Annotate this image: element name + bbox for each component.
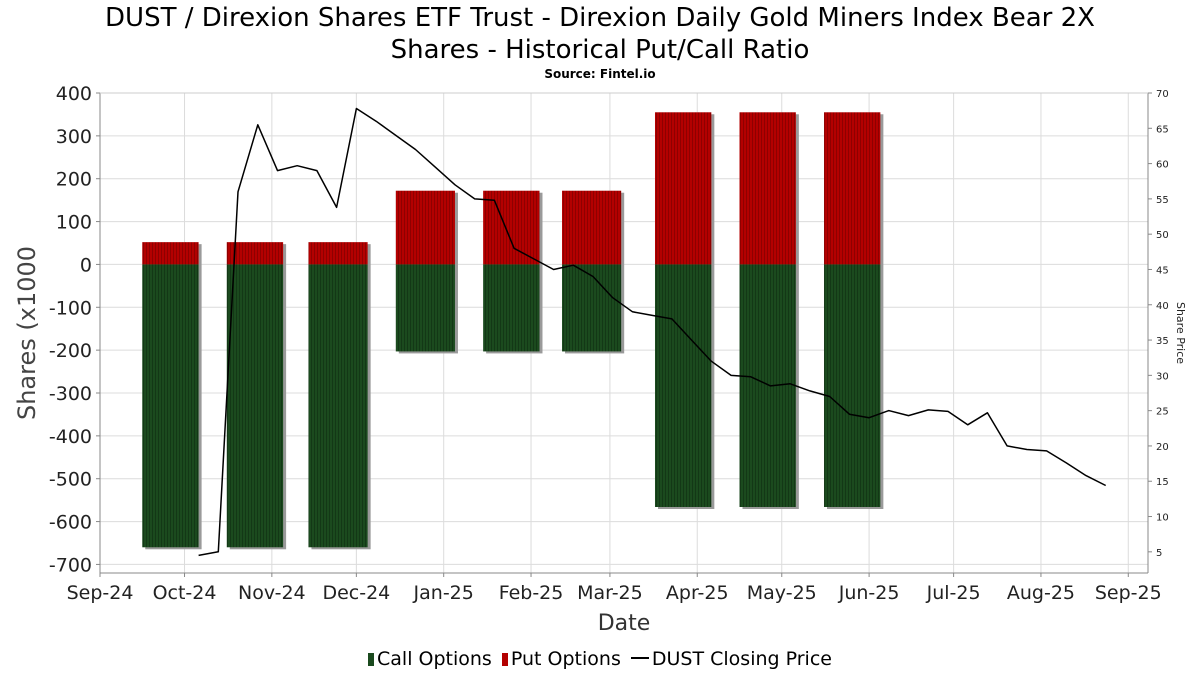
y2-tick-label: 45: [1156, 265, 1169, 276]
y2-tick-label: 50: [1156, 230, 1169, 241]
chart-title: DUST / Direxion Shares ETF Trust - Direx…: [0, 2, 1200, 66]
bar-call: [824, 264, 881, 507]
chart-title-line-1: DUST / Direxion Shares ETF Trust - Direx…: [105, 3, 1095, 33]
bar-call: [739, 264, 796, 507]
y-tick-label: -100: [49, 297, 92, 319]
bar-put: [739, 112, 796, 265]
y2-tick-label: 15: [1156, 477, 1169, 488]
bar-call: [483, 264, 540, 352]
x-tick-label: Mar-25: [577, 582, 643, 604]
y2-tick-label: 10: [1156, 513, 1169, 524]
bar-call: [308, 264, 368, 548]
y-tick-label: 200: [56, 169, 92, 191]
y2-tick-label: 25: [1156, 407, 1169, 418]
line-layer: [198, 107, 1107, 557]
bar-put: [483, 190, 540, 265]
legend-item-price: DUST Closing Price: [630, 647, 832, 670]
x-tick-label: Jul-25: [926, 582, 981, 604]
chart-title-line-2: Shares - Historical Put/Call Ratio: [390, 35, 810, 65]
legend: Call Options Put Options DUST Closing Pr…: [0, 647, 1200, 670]
y-tick-label: -600: [49, 512, 92, 534]
bar-layer: [142, 112, 884, 550]
y2-tick-label: 60: [1156, 160, 1169, 171]
bar-put: [562, 190, 622, 265]
y2-axis-title: Share Price: [1174, 302, 1187, 364]
legend-swatch-price: [630, 656, 649, 659]
legend-swatch-call: [368, 652, 374, 666]
x-tick-label: Jan-25: [413, 582, 474, 604]
y-tick-label: 100: [56, 212, 92, 234]
y-tick-label: 0: [80, 254, 92, 276]
bar-call: [395, 264, 455, 352]
axis-layer: 400 300 200 100 0 -100 -200 -300 -400 -500 -600 -70…: [13, 83, 1187, 636]
y-tick-label: -500: [49, 469, 92, 491]
y-tick-label: 300: [56, 126, 92, 148]
x-tick-label: Nov-24: [238, 582, 306, 604]
legend-label-put: Put Options: [510, 647, 621, 670]
y-tick-label: 400: [56, 83, 92, 105]
chart-svg: 400 300 200 100 0 -100 -200 -300 -400 -500 -600 -70…: [13, 83, 1187, 636]
x-tick-label: Dec-24: [322, 582, 390, 604]
legend-label-price: DUST Closing Price: [651, 647, 832, 670]
bar-call: [562, 264, 622, 352]
bar-put: [395, 190, 455, 265]
legend-label-call: Call Options: [377, 647, 492, 670]
y2-tick-label: 55: [1156, 195, 1169, 206]
chart-source: Source: Fintel.io: [544, 67, 656, 81]
x-tick-label: Jun-25: [838, 582, 900, 604]
y2-tick-label: 70: [1156, 89, 1169, 100]
legend-swatch-put: [501, 652, 508, 666]
x-tick-label: May-25: [747, 582, 817, 604]
y2-tick-label: 65: [1156, 124, 1169, 135]
x-tick-label: Sep-24: [67, 582, 134, 604]
legend-item-call: Call Options: [368, 648, 492, 670]
bar-put: [142, 242, 199, 265]
y-tick-label: -400: [49, 426, 92, 448]
x-tick-label: Apr-25: [666, 582, 729, 604]
x-tick-label: Feb-25: [499, 582, 564, 604]
x-tick-label: Sep-25: [1095, 582, 1162, 604]
bar-put: [654, 112, 712, 265]
y2-tick-label: 35: [1156, 336, 1169, 347]
bar-call: [226, 264, 284, 548]
y2-tick-label: 5: [1156, 548, 1162, 559]
x-tick-label: Aug-25: [1007, 582, 1075, 604]
x-axis-title: Date: [598, 611, 651, 636]
y-tick-label: -200: [49, 340, 92, 362]
y2-tick-label: 40: [1156, 301, 1169, 312]
bar-put: [226, 242, 284, 265]
y-tick-label: -300: [49, 383, 92, 405]
y2-tick-label: 30: [1156, 371, 1169, 382]
bar-put: [308, 242, 368, 265]
y-tick-label: -700: [49, 554, 92, 576]
bar-put: [824, 112, 881, 265]
legend-item-put: Put Options: [501, 647, 621, 670]
y-axis-title: Shares (x1000: [13, 246, 41, 420]
bar-call: [654, 264, 712, 507]
y2-tick-label: 20: [1156, 442, 1169, 453]
x-tick-label: Oct-24: [153, 582, 217, 604]
price-line: [198, 107, 1107, 557]
bar-call: [142, 264, 199, 548]
